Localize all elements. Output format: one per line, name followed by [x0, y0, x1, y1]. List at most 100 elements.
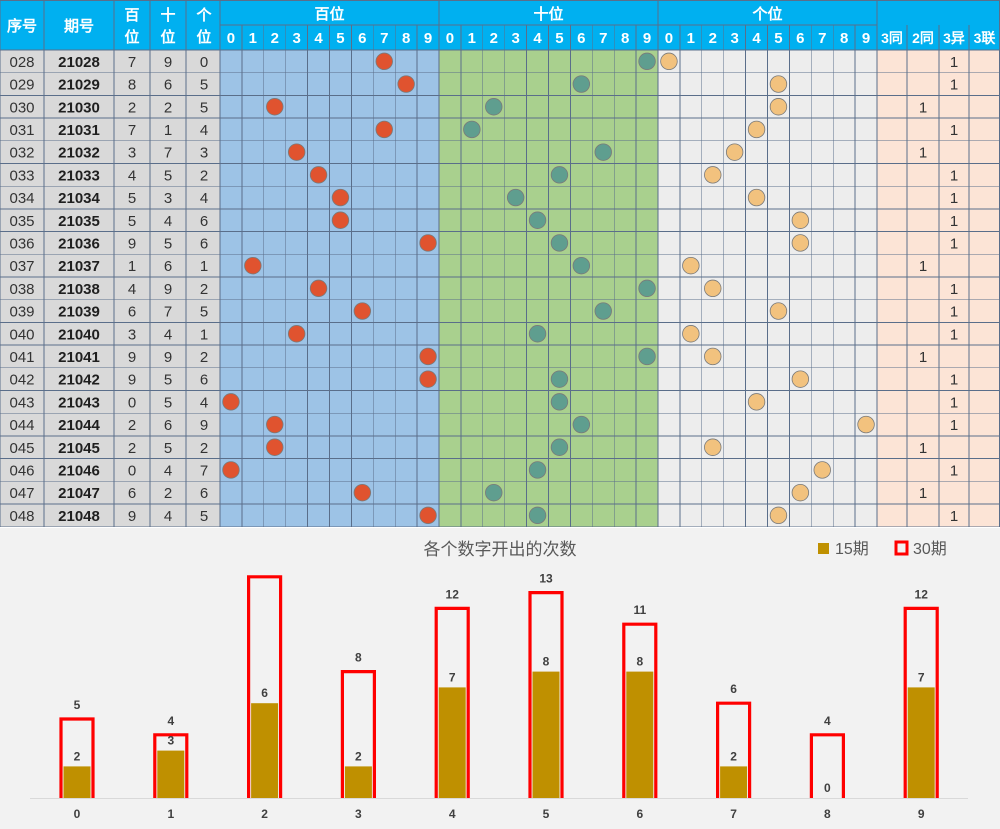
- table-row: 033 21033 4 5 2 1: [9, 166, 958, 184]
- row-hundreds: 7: [128, 122, 136, 139]
- hundreds-ball: [244, 256, 262, 275]
- ones-ball: [682, 325, 700, 343]
- type-mark: 1: [919, 440, 927, 457]
- category-label: 6: [636, 807, 643, 821]
- bar-15: [438, 687, 466, 798]
- row-hundreds: 2: [128, 440, 136, 457]
- row-seq: 041: [9, 349, 34, 366]
- row-tens: 1: [164, 122, 172, 139]
- type-mark: 1: [950, 372, 958, 389]
- type-mark: 1: [950, 235, 958, 252]
- category-label: 2: [261, 807, 268, 821]
- column-digit: 7: [599, 30, 607, 47]
- row-tens: 9: [164, 349, 172, 366]
- hundreds-ball: [266, 438, 284, 456]
- data-label-15: 8: [636, 655, 643, 669]
- row-tens: 6: [164, 417, 172, 434]
- row-tens: 9: [164, 54, 172, 71]
- bar-30: [247, 575, 283, 798]
- hundreds-ball: [222, 461, 240, 479]
- tens-ball: [638, 52, 656, 71]
- ones-ball: [791, 370, 810, 388]
- column-digit: 3: [292, 30, 300, 47]
- row-period: 21031: [58, 122, 100, 139]
- bar-30: [153, 733, 189, 798]
- data-label-15: 8: [543, 655, 550, 669]
- data-label-15: 0: [824, 781, 831, 795]
- row-hundreds: 3: [128, 145, 136, 162]
- tens-ball: [572, 256, 591, 275]
- bar-15: [344, 766, 372, 798]
- row-period: 21039: [58, 304, 100, 321]
- column-digit: 3: [730, 30, 738, 47]
- row-hundreds: 4: [128, 167, 136, 184]
- row-ones: 5: [200, 99, 208, 116]
- table-row: 030 21030 2 2 5 1: [9, 98, 927, 116]
- row-seq: 032: [9, 145, 34, 162]
- legend-15-label: 15期: [835, 540, 869, 558]
- type-mark: 1: [919, 349, 927, 366]
- row-hundreds: 9: [128, 508, 136, 525]
- table-row: 031 21031 7 1 4 1: [9, 120, 958, 139]
- row-period: 21044: [58, 417, 100, 434]
- column-digit: 3: [511, 30, 519, 47]
- row-period: 21047: [58, 485, 100, 502]
- row-hundreds: 0: [128, 462, 136, 479]
- hundreds-ball: [309, 279, 328, 298]
- row-hundreds: 8: [128, 77, 136, 94]
- row-seq: 044: [9, 417, 34, 434]
- ones-ball: [682, 256, 700, 275]
- table-row: 044 21044 2 6 9 1: [9, 415, 958, 434]
- column-digit: 9: [862, 30, 870, 47]
- type-mark: 1: [950, 304, 958, 321]
- type-mark: 1: [950, 281, 958, 298]
- ones-ball: [704, 166, 722, 184]
- row-ones: 5: [200, 77, 208, 94]
- tens-ball: [572, 415, 591, 434]
- row-ones: 4: [200, 122, 208, 139]
- ones-ball: [704, 279, 722, 298]
- header-period: 期号: [64, 17, 94, 35]
- table-row: 034 21034 5 3 4 1: [9, 188, 958, 207]
- tens-ball: [638, 347, 656, 366]
- category-label: 7: [730, 807, 737, 821]
- data-label-30: 12: [446, 587, 460, 601]
- row-seq: 040: [9, 326, 34, 343]
- grid-lines: [0, 0, 1000, 528]
- table-row: 032 21032 3 7 3 1: [9, 143, 927, 162]
- row-ones: 5: [200, 304, 208, 321]
- hundreds-ball: [266, 415, 284, 434]
- row-tens: 2: [164, 485, 172, 502]
- data-label-30: 13: [539, 572, 553, 586]
- data-label-15: 2: [355, 749, 362, 763]
- bar-30: [528, 591, 564, 798]
- hundreds-ball: [331, 211, 350, 229]
- table-row: 035 21035 5 4 6 1: [9, 211, 958, 230]
- table-row: 029 21029 8 6 5 1: [9, 75, 958, 94]
- row-seq: 045: [9, 440, 34, 457]
- row-hundreds: 0: [128, 394, 136, 411]
- summary-header: 3联: [974, 30, 997, 46]
- category-label: 8: [824, 807, 831, 821]
- row-ones: 6: [200, 235, 208, 252]
- row-hundreds: 4: [128, 281, 136, 298]
- tens-ball: [638, 279, 656, 298]
- digit-frequency-chart: 各个数字开出的次数 15期 30期 2 5 0 3 4 1 6 2 2 8 3 7 12 4 8 13 5 8 11 6 2…: [0, 528, 1000, 829]
- summary-zone: [877, 50, 1000, 527]
- data-label-30: 5: [74, 698, 81, 712]
- ones-ball: [725, 143, 744, 161]
- table-row: 037 21037 1 6 1 1: [9, 256, 927, 275]
- column-digit: 2: [709, 30, 717, 47]
- row-seq: 046: [9, 462, 34, 479]
- row-seq: 030: [9, 99, 34, 116]
- row-period: 21042: [58, 372, 100, 389]
- row-seq: 037: [9, 258, 34, 275]
- column-digit: 8: [402, 30, 410, 47]
- row-hundreds: 9: [128, 372, 136, 389]
- column-digit: 1: [468, 30, 476, 47]
- bar-15: [907, 687, 935, 798]
- tens-ball: [594, 302, 612, 320]
- table-row: 048 21048 9 4 5 1: [9, 506, 958, 525]
- column-digit: 6: [577, 30, 585, 47]
